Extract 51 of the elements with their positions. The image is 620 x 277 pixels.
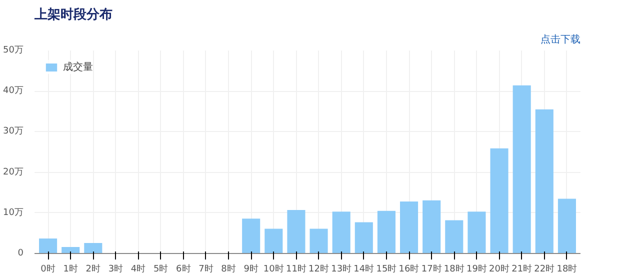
x-tick-label: 13时 <box>331 264 352 274</box>
bar <box>400 202 418 254</box>
x-tick-label: 4时 <box>130 264 146 274</box>
x-tick-label: 2时 <box>86 264 101 274</box>
y-tick-label: 30万 <box>3 126 24 137</box>
x-tick-label: 8时 <box>221 264 236 274</box>
x-tick-label: 9时 <box>244 264 258 274</box>
bar <box>39 238 58 254</box>
bar <box>287 210 306 254</box>
bar <box>535 109 554 254</box>
x-tick-label: 15时 <box>376 264 397 274</box>
bar <box>422 200 441 254</box>
x-tick-label: 1时 <box>63 264 78 274</box>
x-tick-label: 19时 <box>466 264 487 274</box>
bar <box>558 198 576 254</box>
x-tick-label: 10时 <box>263 264 284 274</box>
x-tick-label: 0时 <box>40 264 56 274</box>
text: 点击下载 <box>540 34 580 46</box>
bar <box>468 212 486 254</box>
y-tick-label: 50万 <box>3 46 24 56</box>
bar <box>490 148 508 254</box>
x-tick-label: 22时 <box>534 264 555 274</box>
y-tick-label: 10万 <box>3 208 24 218</box>
x-tick-label: 17时 <box>421 264 442 274</box>
bar <box>264 228 283 254</box>
x-tick-label: 6时 <box>176 264 191 274</box>
bar <box>512 85 531 254</box>
bar <box>62 247 80 254</box>
y-tick-label: 0 <box>18 248 24 258</box>
legend-label: 成交量 <box>63 60 93 74</box>
x-tick-label: 21时 <box>512 264 532 274</box>
bar <box>242 218 260 254</box>
x-tick-label: 18时 <box>444 264 464 274</box>
x-tick-label: 7时 <box>198 264 214 274</box>
x-tick-label: 11时 <box>286 264 306 274</box>
bar <box>332 212 350 254</box>
bar <box>84 242 102 254</box>
y-tick-label: 20万 <box>3 167 24 178</box>
bar <box>445 220 464 254</box>
x-tick-label: 20时 <box>489 264 510 274</box>
x-tick-label: 3时 <box>108 264 124 274</box>
y-tick-label: 40万 <box>3 86 24 96</box>
bar <box>354 222 373 254</box>
chart-title: 上架时段分布 <box>34 6 112 22</box>
x-tick-label: 18时 <box>556 264 578 274</box>
bar <box>310 228 328 254</box>
x-tick-label: 14时 <box>354 264 374 274</box>
x-tick-label: 12时 <box>308 264 330 274</box>
x-tick-label: 5时 <box>153 264 168 274</box>
x-tick-label: 16时 <box>398 264 420 274</box>
bar <box>377 210 396 254</box>
